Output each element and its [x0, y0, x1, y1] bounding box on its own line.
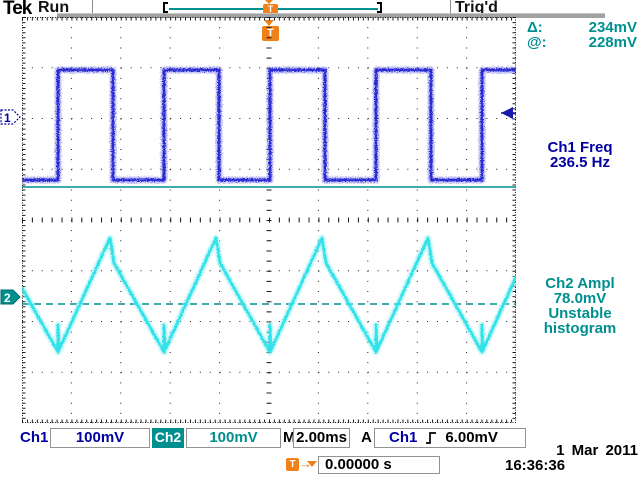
trigger-level-arrow [501, 107, 516, 119]
oscilloscope-graticule [22, 17, 516, 423]
cursor-at-label: @: [527, 34, 547, 51]
trigger-position-marker: T [263, 4, 278, 15]
tek-logo: Tek [3, 0, 32, 19]
trigger-source: Ch1 [389, 429, 418, 446]
rising-edge-icon [426, 432, 437, 444]
record-view-right-bracket-icon [377, 2, 382, 13]
ch2-scale-readout: 100mV [186, 428, 281, 448]
timebase-readout: 2.00ms [293, 428, 350, 448]
ch2-marker-label: 2 [4, 291, 11, 305]
delay-trigger-icon: T [286, 458, 299, 471]
trigger-level: 6.00mV [445, 429, 498, 446]
trigger-readout: Ch1 6.00mV [374, 428, 526, 448]
cursor-delta-value: 234mV [588, 19, 637, 36]
ch1-frequency-measurement: Ch1 Freq 236.5 Hz [522, 140, 638, 170]
topbar-divider [450, 0, 451, 13]
cursor-readout: Δ: 234mV @: 228mV [527, 20, 637, 50]
date-display: 1 Mar 2011 [556, 442, 638, 459]
ch2-ground-marker: 2 [0, 289, 21, 305]
cursor-delta-row: Δ: 234mV [527, 20, 637, 35]
trigger-source-prefix: A [361, 429, 372, 446]
cursor-at-value: 228mV [588, 34, 637, 51]
meas-ch1-freq-label: Ch1 Freq [547, 139, 613, 156]
ch2-amplitude-measurement: Ch2 Ampl 78.0mV Unstable histogram [522, 276, 638, 336]
cursor-at-row: @: 228mV [527, 35, 637, 50]
topbar-separator-band [57, 13, 605, 18]
meas-ch2-ampl-value: 78.0mV [553, 290, 607, 307]
delay-down-triangle-icon [307, 461, 317, 467]
meas-warning-line1: Unstable [548, 305, 612, 322]
ch2-label: Ch2 [152, 428, 184, 448]
ch1-label: Ch1 [20, 429, 49, 446]
time-display: 16:36:36 [505, 457, 566, 474]
delay-arrow-icon: → [299, 456, 312, 471]
trigger-point-marker: T [262, 26, 279, 41]
trigger-status: Trig'd [455, 0, 498, 16]
acquisition-status: Run [38, 0, 70, 16]
ch2-waveform [22, 234, 516, 356]
ch1-scale-readout: 100mV [50, 428, 150, 448]
timebase-label: M [283, 429, 296, 446]
meas-ch2-ampl-label: Ch2 Ampl [545, 275, 615, 292]
trigger-position-arrow-icon [265, 0, 273, 4]
meas-warning-line2: histogram [543, 320, 617, 337]
topbar-divider [92, 0, 93, 13]
voltage-cursors [22, 186, 516, 305]
record-view-left-bracket-icon [163, 2, 168, 13]
delay-time-readout: 0.00000 s [318, 456, 440, 474]
ch1-ground-marker: 1 [0, 109, 21, 125]
trigger-point-arrow-icon [264, 20, 274, 26]
ch1-marker-label: 1 [4, 111, 11, 125]
cursor-delta-label: Δ: [527, 19, 543, 36]
meas-ch1-freq-value: 236.5 Hz [549, 154, 611, 171]
ch1-waveform [22, 66, 516, 184]
